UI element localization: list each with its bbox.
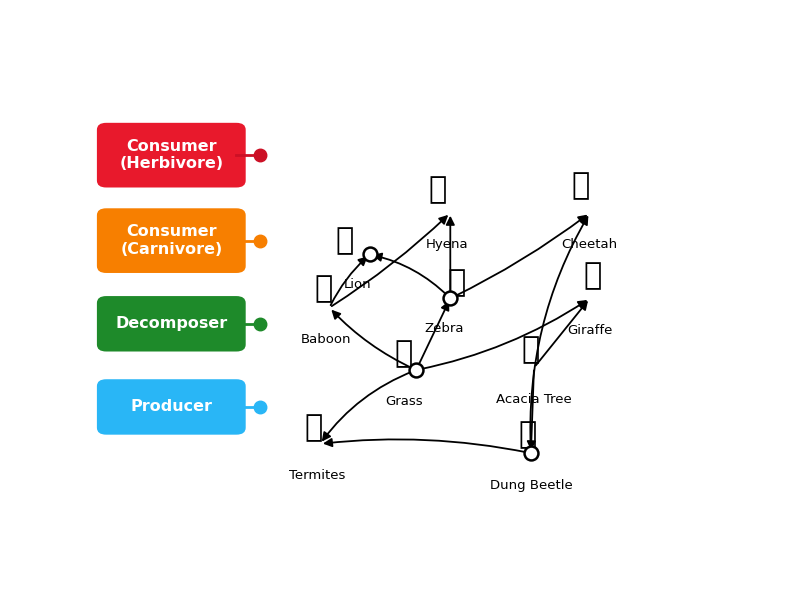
Text: Consumer
(Carnivore): Consumer (Carnivore) <box>120 224 222 257</box>
Text: Dung Beetle: Dung Beetle <box>490 479 572 491</box>
FancyBboxPatch shape <box>97 208 246 273</box>
Text: 🐒: 🐒 <box>314 275 332 304</box>
FancyBboxPatch shape <box>97 296 246 352</box>
Text: Lion: Lion <box>343 278 371 290</box>
Text: Consumer
(Herbivore): Consumer (Herbivore) <box>119 139 223 172</box>
Text: Giraffe: Giraffe <box>567 324 613 337</box>
Text: 🐗: 🐗 <box>429 175 447 205</box>
Text: Producer: Producer <box>130 400 212 415</box>
Text: 🦒: 🦒 <box>584 261 602 290</box>
Text: 🌳: 🌳 <box>522 335 540 364</box>
Text: 🪲: 🪲 <box>305 413 323 442</box>
Text: Grass: Grass <box>385 395 422 409</box>
Text: Cheetah: Cheetah <box>562 238 618 251</box>
Text: 🌿: 🌿 <box>394 340 413 368</box>
Text: 🦁: 🦁 <box>336 226 354 255</box>
Text: 🦓: 🦓 <box>447 268 466 297</box>
Text: Decomposer: Decomposer <box>115 316 227 331</box>
Text: Zebra: Zebra <box>424 322 464 335</box>
Text: Baboon: Baboon <box>301 333 351 346</box>
Text: 🐆: 🐆 <box>571 170 590 200</box>
FancyBboxPatch shape <box>97 379 246 434</box>
Text: Termites: Termites <box>289 469 345 482</box>
Text: Acacia Tree: Acacia Tree <box>496 393 572 406</box>
Text: Hyena: Hyena <box>426 238 469 251</box>
FancyBboxPatch shape <box>97 123 246 187</box>
Text: 🪲: 🪲 <box>518 420 537 449</box>
